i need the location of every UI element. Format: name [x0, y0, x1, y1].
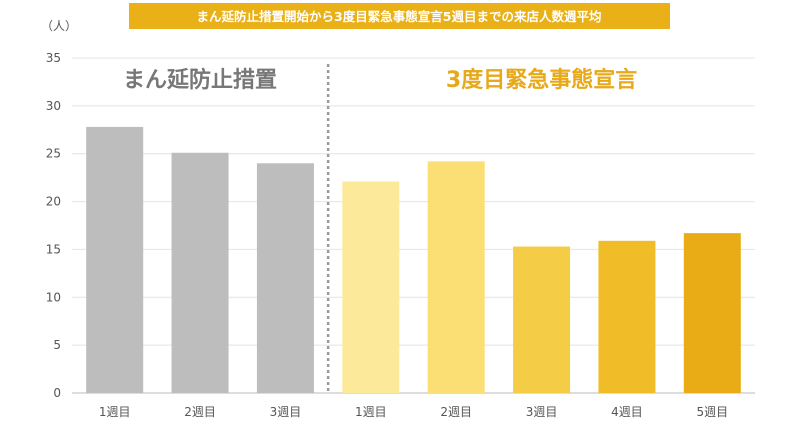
x-tick-label: 3週目	[270, 405, 302, 419]
y-tick-label: 15	[46, 242, 61, 256]
bar	[86, 126, 144, 394]
y-tick-label: 5	[53, 338, 61, 352]
y-axis-label: （人）	[41, 19, 77, 33]
x-tick-label: 1週目	[99, 405, 131, 419]
bar	[171, 152, 229, 393]
y-tick-label: 10	[46, 290, 61, 304]
bar	[683, 233, 741, 393]
period-label: まん延防止措置	[123, 68, 277, 93]
bar	[427, 161, 485, 393]
bar	[342, 181, 400, 393]
chart-title: まん延防止措置開始から3度目緊急事態宣言5週目までの来店人数週平均	[197, 9, 602, 24]
x-tick-label: 3週目	[526, 405, 558, 419]
period-labels: まん延防止措置 3度目緊急事態宣言	[123, 67, 637, 93]
y-axis-ticks: 0 5 10 15 20 25 30 35	[46, 51, 61, 400]
x-tick-label: 2週目	[184, 405, 216, 419]
y-tick-label: 35	[46, 51, 61, 65]
x-tick-label: 1週目	[355, 405, 387, 419]
x-axis-ticks: 1週目 2週目 3週目 1週目 2週目 3週目 4週目 5週目	[99, 405, 728, 419]
y-tick-label: 30	[46, 99, 61, 113]
x-tick-label: 5週目	[696, 405, 728, 419]
title-banner	[129, 3, 670, 29]
bar	[256, 163, 314, 393]
bars	[86, 126, 741, 394]
x-tick-label: 4週目	[611, 405, 643, 419]
y-tick-label: 0	[53, 386, 61, 400]
x-tick-label: 2週目	[440, 405, 472, 419]
period-label: 3度目緊急事態宣言	[446, 67, 637, 93]
y-tick-label: 20	[46, 195, 61, 209]
bar	[513, 246, 571, 393]
bar	[598, 240, 656, 393]
y-tick-label: 25	[46, 147, 61, 161]
